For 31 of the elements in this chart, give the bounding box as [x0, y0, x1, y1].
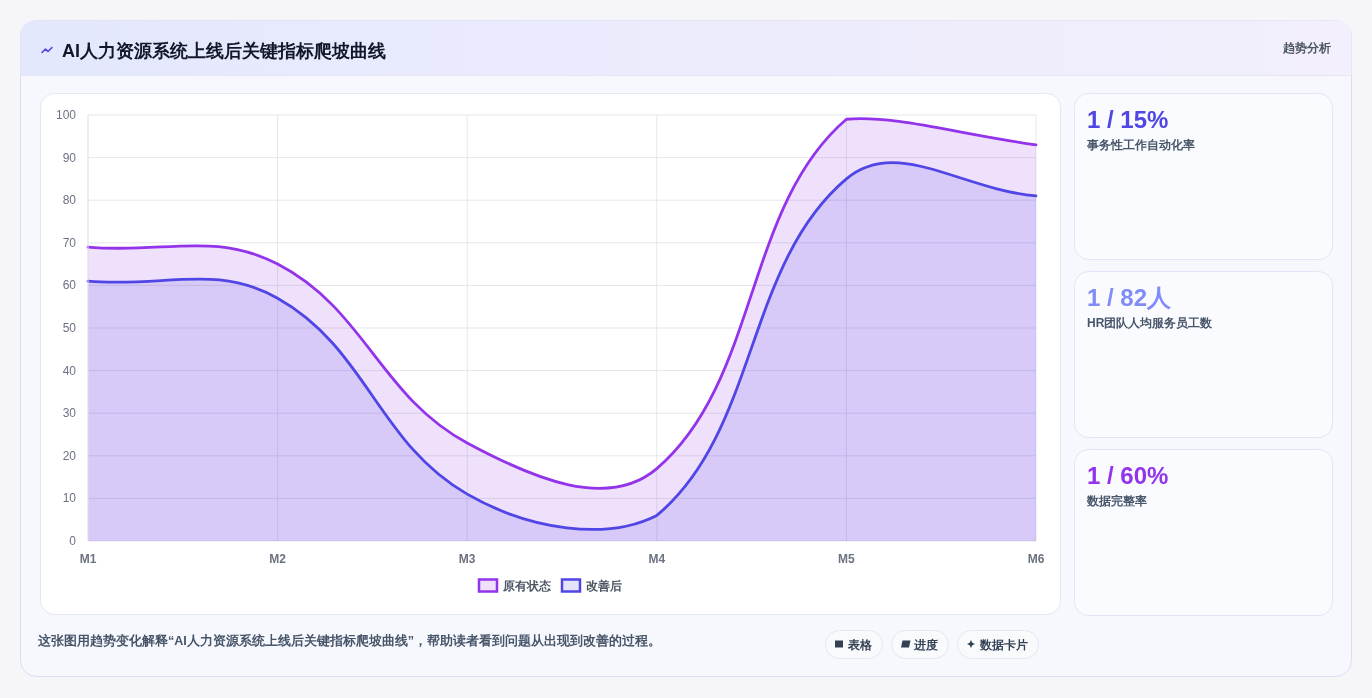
text: 这张图用趋势变化解释“AI人力资源系统上线后关键指标爬坡曲线”，帮助读者看到问题从出现到改善的过程。 — [37, 633, 661, 648]
y-tick-label: 20 — [62, 448, 77, 463]
y-tick-label: 30 — [62, 406, 77, 421]
y-tick-label: 90 — [62, 150, 77, 165]
y-tick-label: 70 — [62, 235, 77, 250]
y-tick-label: 100 — [55, 108, 77, 122]
legend-label: 原有状态 — [502, 579, 552, 593]
x-tick-label: M2 — [269, 552, 287, 566]
text: 数据完整率 — [1086, 494, 1147, 508]
text: AI人力资源系统上线后关键指标爬坡曲线 — [62, 41, 386, 61]
y-tick-label: 0 — [69, 534, 77, 548]
x-tick-label: M4 — [648, 552, 666, 566]
text: 进度 — [913, 638, 938, 651]
x-tick-label: M1 — [79, 552, 97, 566]
x-tick-label: M6 — [1027, 552, 1045, 566]
y-tick-label: 80 — [62, 193, 77, 208]
y-tick-label: 10 — [62, 491, 77, 506]
y-tick-label: 60 — [62, 278, 77, 293]
x-tick-label: M3 — [458, 552, 476, 566]
text: 1 / 82人 — [1087, 284, 1173, 311]
y-tick-label: 40 — [62, 363, 77, 378]
x-tick-label: M5 — [838, 552, 856, 566]
text: 1 / 60% — [1087, 462, 1169, 489]
text: 事务性工作自动化率 — [1086, 138, 1195, 152]
text: 1 / 15% — [1087, 106, 1169, 133]
text: 数据卡片 — [979, 638, 1028, 652]
text: HR团队人均服务员工数 — [1087, 316, 1214, 330]
text: 表格 — [847, 638, 873, 651]
text: 趋势分析 — [1282, 41, 1331, 55]
y-tick-label: 50 — [62, 321, 77, 335]
legend-label: 改善后 — [586, 579, 622, 593]
